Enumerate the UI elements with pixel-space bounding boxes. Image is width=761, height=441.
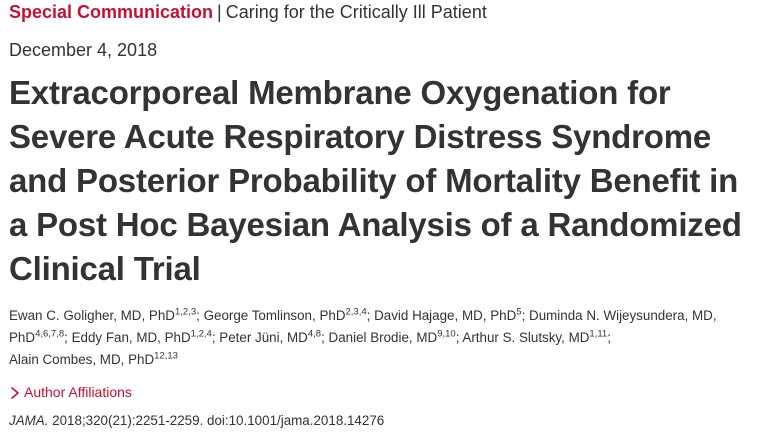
author-name[interactable]: Peter Jüni, MD4,8	[219, 328, 322, 345]
journal-name: JAMA.	[9, 413, 49, 428]
article-header: Special Communication | Caring for the Cri…	[9, 0, 757, 431]
author-name[interactable]: Eddy Fan, MD, PhD1,2,4	[71, 328, 212, 345]
author-affiliations-label: Author Affiliations	[24, 384, 132, 400]
author-list: Ewan C. Goligher, MD, PhD1,2,3; George T…	[9, 306, 717, 367]
author-name[interactable]: Daniel Brodie, MD9,10	[328, 328, 456, 345]
section-type-link[interactable]: Special Communication	[9, 2, 214, 22]
section-separator: |	[217, 2, 222, 22]
author-affiliations-toggle[interactable]: Author Affiliations	[9, 382, 757, 402]
author-name[interactable]: Alain Combes, MD, PhD12,13	[9, 350, 178, 367]
chevron-right-icon	[9, 385, 21, 399]
section-topic-link[interactable]: Caring for the Critically Ill Patient	[225, 2, 487, 22]
author-name[interactable]: Ewan C. Goligher, MD, PhD1,2,3	[9, 306, 197, 323]
citation: JAMA. 2018;320(21):2251-2259. doi:10.100…	[9, 411, 757, 431]
citation-details[interactable]: 2018;320(21):2251-2259. doi:10.1001/jama…	[48, 413, 385, 428]
publication-date: December 4, 2018	[9, 40, 158, 60]
author-name[interactable]: Duminda N. Wijeysundera, MD, PhD4,6,7,8	[9, 308, 717, 345]
author-name[interactable]: David Hajage, MD, PhD5	[374, 306, 522, 323]
section-line: Special Communication | Caring for the Cri…	[9, 0, 757, 24]
article-title: Extracorporeal Membrane Oxygenation for …	[9, 74, 742, 287]
author-name[interactable]: George Tomlinson, PhD2,3,4	[203, 306, 367, 323]
author-name[interactable]: Arthur S. Slutsky, MD1,11	[462, 328, 608, 345]
